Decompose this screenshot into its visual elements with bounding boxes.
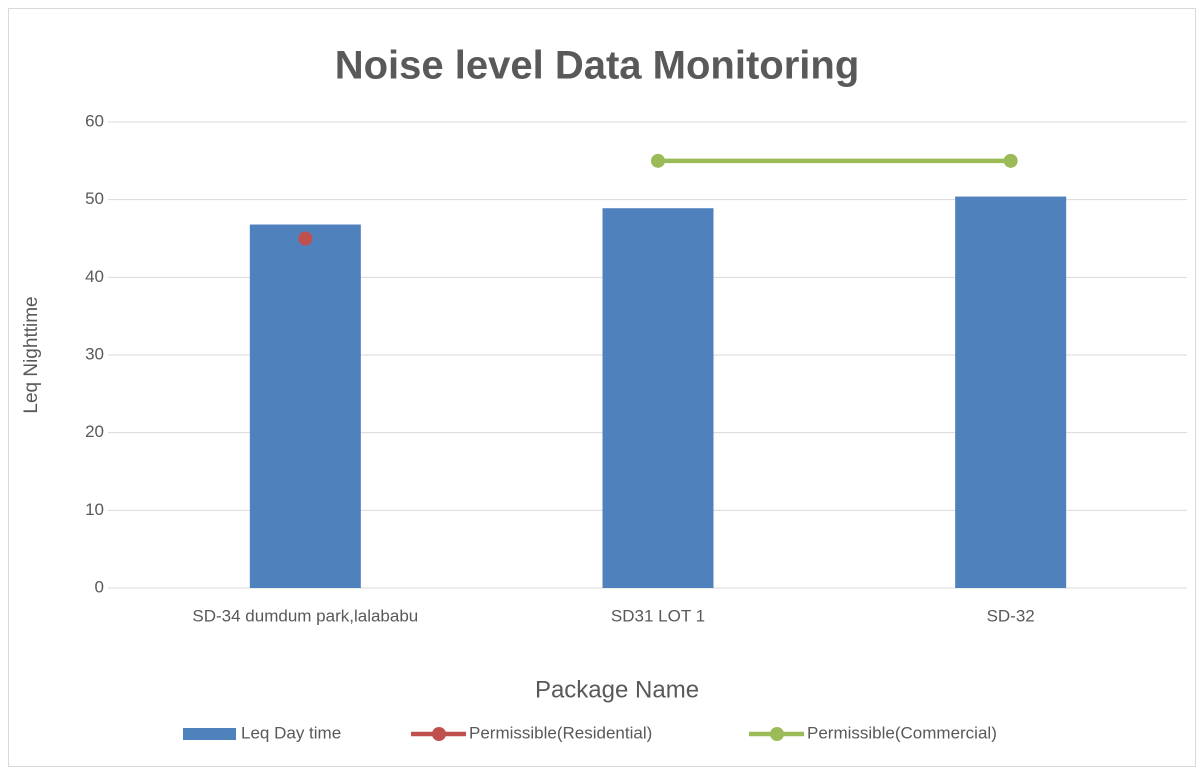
legend-swatch — [183, 728, 236, 740]
y-axis-label: Leq Nighttime — [21, 296, 42, 413]
point — [298, 231, 313, 246]
x-tick-label: SD31 LOT 1 — [611, 606, 705, 625]
bar — [955, 196, 1067, 588]
legend-label: Permissible(Residential) — [469, 723, 652, 742]
y-tick-label: 30 — [85, 344, 104, 363]
x-axis-label: Package Name — [535, 676, 699, 703]
y-tick-label: 40 — [85, 267, 104, 286]
point — [651, 153, 665, 168]
chart-title: Noise level Data Monitoring — [335, 44, 860, 88]
x-tick-label: SD-32 — [987, 606, 1035, 625]
legend-label: Leq Day time — [241, 723, 341, 742]
bar — [602, 208, 714, 588]
x-tick-label: SD-34 dumdum park,lalababu — [192, 606, 418, 625]
legend-swatch — [432, 727, 446, 741]
legend-swatch — [770, 727, 784, 741]
point — [1003, 153, 1018, 168]
legend-label: Permissible(Commercial) — [807, 723, 997, 742]
y-tick-label: 10 — [85, 500, 104, 519]
y-tick-label: 60 — [85, 111, 104, 130]
y-tick-label: 0 — [95, 577, 104, 596]
y-tick-label: 50 — [85, 189, 104, 208]
y-tick-label: 20 — [85, 422, 104, 441]
bar — [249, 224, 361, 588]
